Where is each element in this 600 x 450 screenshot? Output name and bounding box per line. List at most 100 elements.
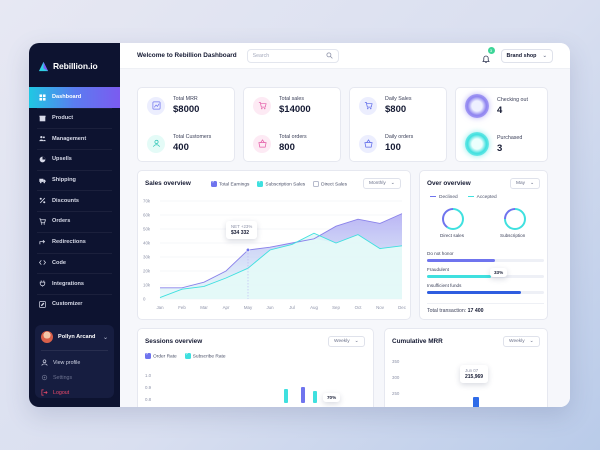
sidebar-item-integrations[interactable]: Integrations [29, 273, 120, 294]
month-select[interactable]: May ⌄ [510, 178, 541, 189]
legend-order-rate[interactable]: Order Rate [145, 351, 177, 359]
sales-overview-title: Sales overview [145, 180, 191, 187]
stat-card-daily: Daily Sales $800 Daily orders 100 [349, 87, 447, 162]
direct-sales-label: Direct sales [440, 233, 464, 238]
cumulative-title: Cumulative MRR [392, 338, 443, 345]
y-tick-label: 20k [143, 269, 151, 274]
y-tick: 250 [392, 391, 400, 396]
user-menu-toggle[interactable]: Pollyn Arcand ⌄ [41, 331, 108, 343]
subscription-label: Subscription [500, 233, 526, 238]
plug-icon [39, 280, 46, 287]
purple-orb-icon [465, 94, 489, 118]
sidebar: Rebillion.io Dashboard Product Management U… [29, 43, 120, 407]
legend-total-earnings[interactable]: Total Earnings [211, 179, 249, 187]
box-icon [39, 115, 46, 121]
search-input[interactable]: Search [246, 48, 339, 63]
logo[interactable]: Rebillion.io [29, 43, 120, 77]
chevron-down-icon: ⌄ [354, 339, 359, 344]
sidebar-item-shipping[interactable]: Shipping [29, 169, 120, 191]
basket-icon [359, 134, 377, 153]
y-tick: 0.8 [145, 397, 152, 402]
stat-checking-out: Checking out 4 [465, 94, 528, 118]
teal-orb-icon [465, 132, 489, 156]
x-tick-label: Nov [376, 305, 385, 310]
sidebar-item-discounts[interactable]: Discounts [29, 190, 120, 211]
sidebar-item-management[interactable]: Management [29, 128, 120, 149]
y-tick-label: 70k [143, 199, 151, 204]
logo-icon [38, 61, 49, 71]
series-line-total-earnings [160, 213, 403, 289]
x-tick-label: Oct [355, 305, 363, 310]
sidebar-item-code[interactable]: Code [29, 252, 120, 274]
user-card: Pollyn Arcand ⌄ View profile Settings Lo… [35, 325, 114, 398]
sidebar-item-product[interactable]: Product [29, 107, 120, 129]
legend-accepted: Accepted [467, 195, 497, 200]
stat-card-mrr: Total MRR $8000 Total Customers 400 [137, 87, 235, 162]
divider [41, 350, 108, 351]
x-tick-label: Feb [178, 305, 186, 310]
series-area-subscription [160, 233, 402, 299]
sessions-legend: Order Rate Subscribe Rate [145, 351, 226, 359]
grid-icon [39, 94, 46, 101]
chevron-down-icon: ⌄ [390, 181, 395, 186]
legend-declined: Declined [430, 195, 458, 200]
x-tick-label: Mar [200, 305, 208, 310]
edit-icon [39, 300, 46, 308]
sidebar-item-redirections[interactable]: Redirections [29, 231, 120, 253]
y-tick: 350 [392, 359, 400, 364]
logout-link[interactable]: Logout [41, 385, 108, 400]
sidebar-item-label: Orders [52, 218, 71, 225]
sidebar-item-orders[interactable]: Orders [29, 211, 120, 232]
sales-overview-card: Sales overview Total Earnings Subscripti… [137, 170, 411, 320]
sidebar-item-dashboard[interactable]: Dashboard [29, 87, 120, 108]
sidebar-item-upsells[interactable]: Upsells [29, 149, 120, 170]
user-icon [147, 134, 165, 153]
over-legend: Declined Accepted [430, 195, 497, 200]
bar-label: Fraudulent [427, 267, 449, 272]
stat-total-orders: Total orders 800 [253, 134, 307, 153]
mrr-bar [473, 397, 479, 407]
legend-subscription-sales[interactable]: Subscription Sales [257, 179, 305, 187]
settings-link[interactable]: Settings [41, 370, 108, 385]
sessions-title: Sessions overview [145, 338, 203, 345]
logout-icon [41, 389, 48, 396]
percent-icon [39, 197, 46, 204]
search-placeholder: Search [252, 52, 270, 59]
bar-label: Insufficient funds [427, 283, 462, 288]
sidebar-item-label: Shipping [52, 177, 76, 184]
sidebar-item-customizer[interactable]: Customizer [29, 293, 120, 315]
legend-subscribe-rate[interactable]: Subscribe Rate [184, 351, 226, 359]
y-tick: 300 [392, 375, 400, 380]
session-bar [284, 389, 288, 403]
sales-legend: Total Earnings Subscription Sales Direct… [211, 179, 347, 187]
y-tick-label: 40k [143, 241, 151, 246]
notifications-button[interactable]: 3 [481, 46, 495, 63]
main-content: Welcome to Rebillion Dashboard Search 3 … [120, 43, 570, 407]
x-tick-label: Dec [398, 305, 407, 310]
cumulative-period-select[interactable]: Weekly ⌄ [503, 336, 540, 347]
basket-icon [253, 134, 271, 153]
series-line-subscription [159, 232, 403, 299]
dashboard-window: Rebillion.io Dashboard Product Management U… [29, 43, 570, 407]
user-icon [41, 359, 48, 366]
app-name: Rebillion.io [53, 61, 98, 71]
cart-icon [39, 218, 46, 225]
period-select[interactable]: Monthly ⌄ [363, 178, 401, 189]
view-profile-link[interactable]: View profile [41, 355, 108, 370]
code-icon [39, 260, 46, 266]
legend-direct-sales[interactable]: Direct Sales [313, 181, 347, 187]
sidebar-item-label: Upsells [52, 156, 72, 163]
chevron-down-icon: ⌄ [102, 334, 108, 341]
sidebar-item-label: Dashboard [52, 94, 82, 101]
truck-icon [39, 178, 46, 183]
sessions-period-select[interactable]: Weekly ⌄ [328, 336, 365, 347]
divider [427, 303, 544, 304]
cart-icon [253, 96, 271, 115]
stat-daily-orders: Daily orders 100 [359, 134, 413, 153]
sales-chart: 0 10k 20k 30k 40k 50k 60k 70k Jan Feb Mar Apr May Jun… [143, 199, 407, 311]
notification-badge: 3 [487, 46, 495, 54]
fraudulent-tag: 33% [490, 268, 508, 277]
stat-daily-sales: Daily Sales $800 [359, 96, 412, 115]
x-tick-label: May [244, 305, 253, 310]
shop-select[interactable]: Brand shop ⌄ [500, 48, 553, 63]
